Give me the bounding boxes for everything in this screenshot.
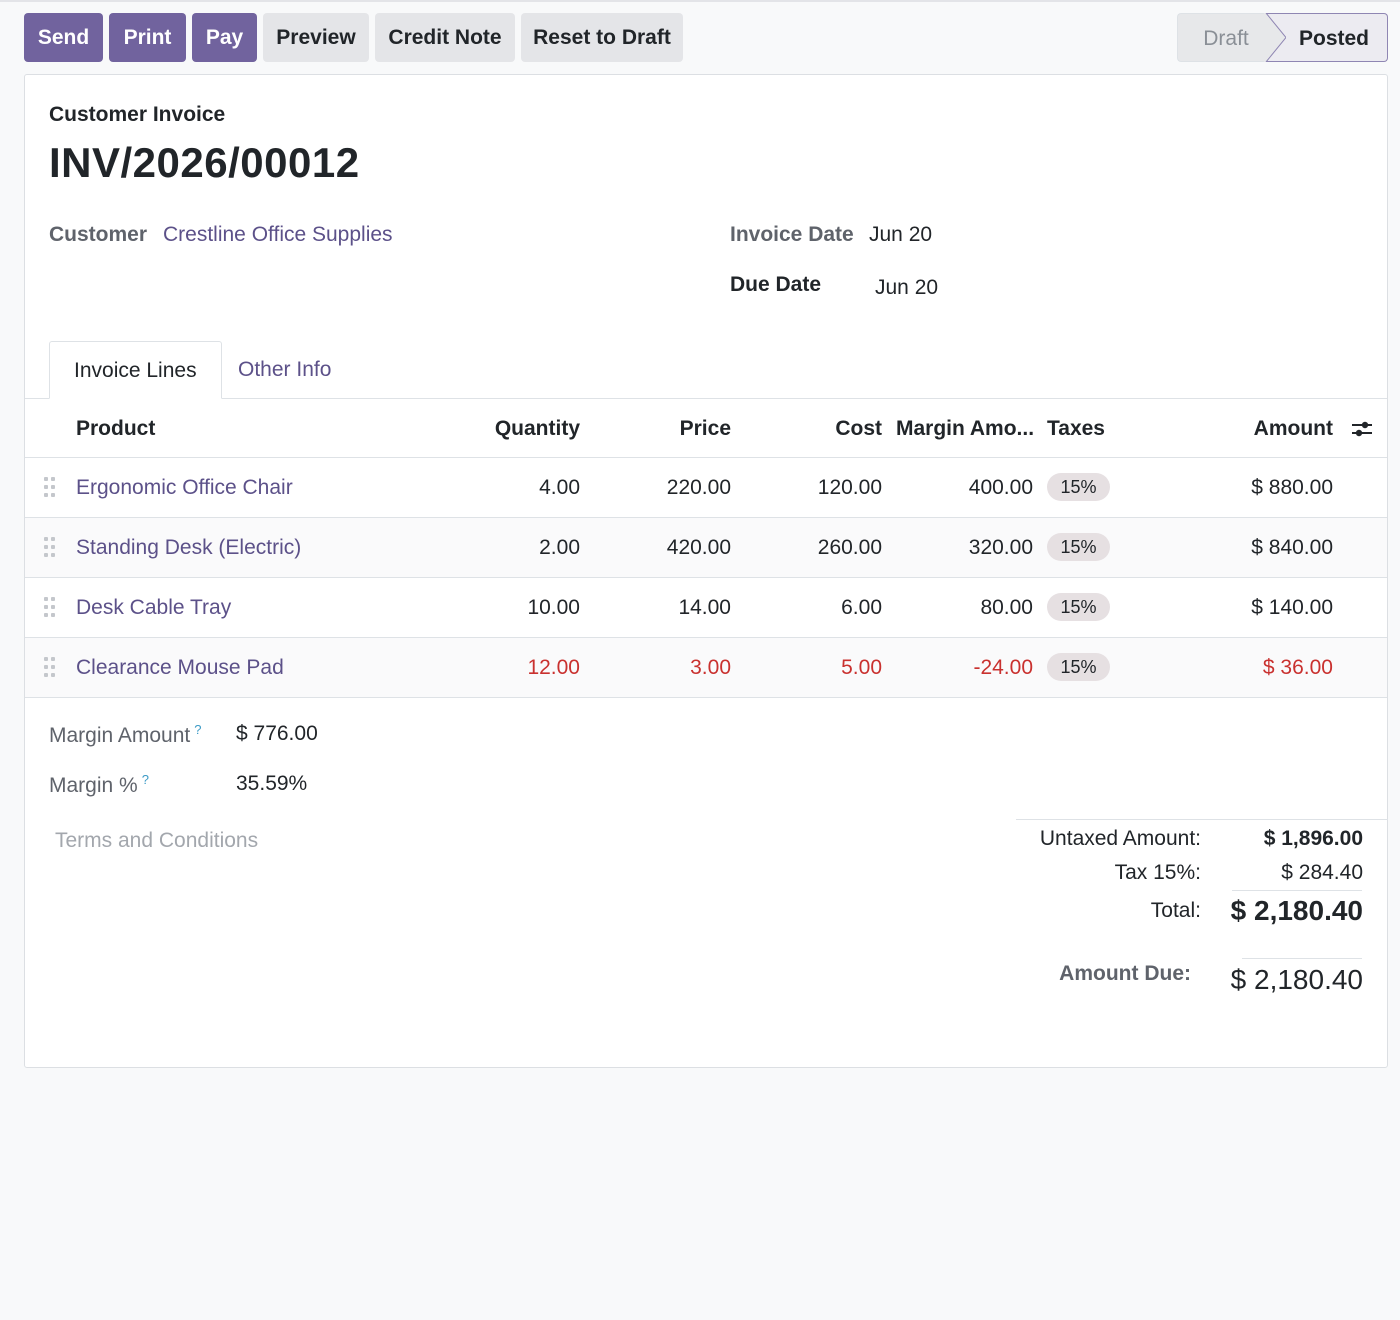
table-row[interactable]: Standing Desk (Electric) 2.00 420.00 260.00…	[25, 518, 1387, 578]
cost-cell[interactable]: 6.00	[841, 596, 882, 619]
tab-other-info[interactable]: Other Info	[238, 358, 332, 381]
status-posted[interactable]: Posted	[1266, 13, 1388, 62]
drag-handle-icon[interactable]	[44, 477, 56, 497]
tax-value: $ 284.40	[1281, 861, 1363, 884]
col-margin-amount[interactable]: Margin Amo...	[896, 417, 1035, 440]
col-taxes[interactable]: Taxes	[1047, 417, 1105, 440]
col-product[interactable]: Product	[76, 417, 156, 440]
drag-handle-icon[interactable]	[44, 657, 56, 677]
pay-button[interactable]: Pay	[192, 13, 257, 62]
col-quantity[interactable]: Quantity	[494, 417, 580, 440]
margin-amount-help-icon[interactable]: ?	[194, 722, 202, 737]
margin-percent-help-icon[interactable]: ?	[141, 772, 149, 787]
control-panel: Send Print Pay Preview Credit Note Reset…	[24, 13, 1388, 62]
margin-cell[interactable]: 320.00	[968, 536, 1033, 559]
tab-invoice-lines[interactable]: Invoice Lines	[49, 341, 222, 399]
amount-cell[interactable]: $ 36.00	[1262, 656, 1333, 679]
status-bar: Draft Posted	[1177, 13, 1388, 62]
tax-label: Tax 15%:	[1114, 861, 1201, 884]
col-amount[interactable]: Amount	[1253, 417, 1333, 440]
tax-badge[interactable]: 15%	[1047, 473, 1110, 501]
price-cell[interactable]: 220.00	[666, 476, 731, 499]
tax-badge[interactable]: 15%	[1047, 593, 1110, 621]
customer-link[interactable]: Crestline Office Supplies	[163, 223, 393, 246]
table-row[interactable]: Ergonomic Office Chair 4.00 220.00 120.00 40…	[25, 458, 1387, 518]
print-button[interactable]: Print	[109, 13, 186, 62]
price-cell[interactable]: 420.00	[666, 536, 731, 559]
table-row[interactable]: Clearance Mouse Pad 12.00 3.00 5.00 -24.00 $ …	[25, 638, 1387, 698]
optional-columns-icon[interactable]	[1351, 418, 1373, 440]
price-cell[interactable]: 14.00	[678, 596, 731, 619]
document-type: Customer Invoice	[49, 103, 226, 126]
margin-percent-value: 35.59%	[236, 772, 308, 795]
terms-and-conditions-field[interactable]: Terms and Conditions	[55, 829, 259, 852]
status-draft[interactable]: Draft	[1177, 13, 1274, 62]
amount-cell[interactable]: $ 140.00	[1251, 596, 1333, 619]
tax-badge[interactable]: 15%	[1047, 653, 1110, 681]
customer-label: Customer	[49, 223, 148, 246]
amount-cell[interactable]: $ 840.00	[1251, 536, 1333, 559]
product-cell[interactable]: Ergonomic Office Chair	[76, 476, 293, 499]
table-header: Product Quantity Price Cost Margin Amo..…	[25, 399, 1387, 458]
reset-to-draft-button[interactable]: Reset to Draft	[521, 13, 683, 62]
product-cell[interactable]: Standing Desk (Electric)	[76, 536, 302, 559]
product-cell[interactable]: Clearance Mouse Pad	[76, 656, 284, 679]
cost-cell[interactable]: 5.00	[841, 656, 882, 679]
preview-button[interactable]: Preview	[263, 13, 369, 62]
credit-note-button[interactable]: Credit Note	[375, 13, 515, 62]
cost-cell[interactable]: 260.00	[817, 536, 882, 559]
invoice-date-label: Invoice Date	[730, 223, 854, 246]
notebook-tabs: Invoice Lines Other Info	[25, 341, 1387, 399]
due-date-value[interactable]: Jun 20	[875, 276, 939, 299]
margin-percent-label-text: Margin %	[49, 774, 138, 797]
margin-cell[interactable]: -24.00	[973, 656, 1033, 679]
amount-due-label: Amount Due:	[1059, 962, 1191, 985]
price-cell[interactable]: 3.00	[690, 656, 731, 679]
invoice-form-sheet: Customer Invoice INV/2026/00012 Customer…	[24, 74, 1388, 1068]
send-button[interactable]: Send	[24, 13, 103, 62]
untaxed-amount-value: $ 1,896.00	[1263, 827, 1363, 850]
col-cost[interactable]: Cost	[835, 417, 882, 440]
drag-handle-icon[interactable]	[44, 597, 56, 617]
col-price[interactable]: Price	[679, 417, 731, 440]
margin-amount-value: $ 776.00	[236, 722, 318, 745]
status-chevron-icon	[1264, 13, 1286, 62]
margin-amount-label: Margin Amount?	[49, 722, 201, 748]
total-value: $ 2,180.40	[1230, 895, 1363, 926]
invoice-lines-table: Product Quantity Price Cost Margin Amo..…	[25, 399, 1387, 698]
quantity-cell[interactable]: 12.00	[527, 656, 580, 679]
untaxed-amount-label: Untaxed Amount:	[1039, 827, 1201, 850]
drag-handle-icon[interactable]	[44, 537, 56, 557]
total-label: Total:	[1150, 899, 1201, 922]
margin-cell[interactable]: 80.00	[980, 596, 1033, 619]
due-date-label: Due Date	[730, 273, 822, 296]
amount-due-separator	[1242, 958, 1362, 959]
quantity-cell[interactable]: 4.00	[539, 476, 580, 499]
quantity-cell[interactable]: 2.00	[539, 536, 580, 559]
top-border	[0, 0, 1400, 2]
cost-cell[interactable]: 120.00	[817, 476, 882, 499]
invoice-date-value[interactable]: Jun 20	[869, 223, 933, 246]
totals-summary: Untaxed Amount: $ 1,896.00 Tax 15%: $ 28…	[1016, 819, 1388, 995]
margin-cell[interactable]: 400.00	[968, 476, 1033, 499]
table-row[interactable]: Desk Cable Tray 10.00 14.00 6.00 80.00 $ 140.…	[25, 578, 1387, 638]
tax-badge[interactable]: 15%	[1047, 533, 1110, 561]
invoice-number: INV/2026/00012	[49, 139, 360, 186]
totals-separator	[1232, 890, 1362, 891]
amount-cell[interactable]: $ 880.00	[1251, 476, 1333, 499]
amount-due-value: $ 2,180.40	[1230, 964, 1363, 995]
margin-amount-label-text: Margin Amount	[49, 724, 191, 747]
margin-percent-label: Margin %?	[49, 772, 149, 798]
product-cell[interactable]: Desk Cable Tray	[76, 596, 232, 619]
quantity-cell[interactable]: 10.00	[527, 596, 580, 619]
